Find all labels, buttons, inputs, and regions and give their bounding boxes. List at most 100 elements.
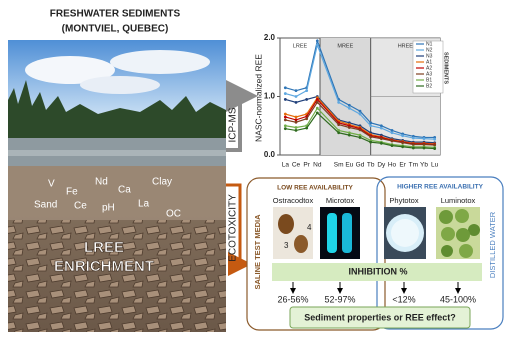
image-label: 4 (307, 223, 312, 232)
image-label: 3 (284, 241, 289, 250)
photo-caption: LREE (84, 239, 124, 256)
y-tick-label: 0.0 (264, 150, 276, 159)
point (380, 127, 383, 130)
x-tick-label: Gd (356, 162, 365, 169)
photo-caption: ENRICHMENT (54, 258, 154, 275)
element-label: La (138, 199, 150, 210)
luminotox-image (436, 207, 480, 259)
region-bg (320, 38, 371, 155)
element-label: Sand (34, 200, 57, 211)
point (295, 89, 298, 92)
y-tick-label: 1.0 (264, 92, 276, 101)
graphical-abstract: FRESHWATER SEDIMENTS (MONTVIEL, QUEBEC) … (0, 0, 510, 346)
element-label: Ce (74, 201, 87, 212)
element-label: Ca (118, 185, 131, 196)
element-label: OC (166, 209, 181, 220)
x-tick-label: Tb (367, 162, 375, 169)
y-axis-label: NASC-normalized REE (253, 54, 263, 142)
x-tick-label: Dy (377, 162, 386, 169)
media-label: DISTILLED WATER (488, 211, 497, 278)
x-tick-label: Nd (313, 162, 322, 169)
point (337, 131, 340, 134)
box-title: HIGHER REE AVAILABILITY (397, 184, 483, 191)
x-tick-label: Lu (431, 162, 439, 169)
point (305, 127, 308, 130)
point (295, 116, 298, 119)
ostracod-image (273, 207, 313, 259)
point (380, 137, 383, 140)
point (337, 123, 340, 126)
ecotox-panel: LOW REE AVAILABILITY HIGHER REE AVAILABI… (247, 177, 503, 330)
media-label: SALINE TEST MEDIA (253, 214, 262, 290)
test-name: Ostracodtox (273, 196, 314, 205)
point (348, 134, 351, 137)
point (295, 126, 298, 129)
point (369, 135, 372, 138)
band-label: INHIBITION % (348, 266, 407, 276)
subtitle: (MONTVIEL, QUEBEC) (62, 24, 169, 35)
region-label: MREE (337, 43, 353, 49)
point (316, 44, 319, 47)
point (391, 140, 394, 143)
point (348, 107, 351, 110)
title: FRESHWATER SEDIMENTS (50, 9, 181, 20)
point (316, 98, 319, 101)
point (284, 86, 287, 89)
inhibition: 45-100% (440, 294, 476, 304)
point (295, 129, 298, 132)
point (401, 134, 404, 137)
point (369, 124, 372, 127)
x-tick-label: La (282, 162, 290, 169)
point (401, 145, 404, 148)
test-name: Microtox (326, 196, 355, 205)
point (316, 111, 319, 114)
point (284, 98, 287, 101)
point (295, 95, 298, 98)
point (316, 101, 319, 104)
point (348, 126, 351, 129)
arrow-label: ECOTOXICITY (228, 194, 239, 262)
microtox-image (320, 207, 360, 259)
point (284, 124, 287, 127)
x-tick-label: Sm (334, 162, 344, 169)
x-tick-label: Ce (292, 162, 301, 169)
inhibition: 26-56% (277, 294, 308, 304)
x-tick-label: Ho (388, 162, 397, 169)
point (412, 137, 415, 140)
point (359, 136, 362, 139)
point (391, 131, 394, 134)
point (380, 142, 383, 145)
point (316, 107, 319, 110)
element-label: Clay (152, 177, 172, 188)
x-tick-label: Eu (345, 162, 353, 169)
point (284, 92, 287, 95)
point (305, 98, 308, 101)
region-label: LREE (293, 43, 308, 49)
legend-entry: B2 (426, 83, 432, 89)
point (359, 128, 362, 131)
point (305, 117, 308, 120)
point (359, 110, 362, 113)
element-label: pH (102, 203, 115, 214)
point (305, 89, 308, 92)
arrow-label: ICP-MS (228, 107, 239, 142)
x-tick-label: Tm (409, 162, 418, 169)
point (284, 113, 287, 116)
point (284, 116, 287, 119)
point (433, 147, 436, 150)
legend-title: SEDIMENTS (443, 52, 449, 84)
inhibition: 52-97% (324, 294, 355, 304)
element-label: Nd (95, 177, 108, 188)
point (423, 147, 426, 150)
point (412, 147, 415, 150)
photo (8, 40, 226, 332)
test-name: Luminotox (441, 196, 476, 205)
question: Sediment properties or REE effect? (304, 312, 456, 322)
x-tick-label: Pr (303, 162, 310, 169)
point (337, 101, 340, 104)
point (295, 101, 298, 104)
inhibition: <12% (392, 294, 415, 304)
point (284, 119, 287, 122)
x-tick-label: Er (399, 162, 406, 169)
